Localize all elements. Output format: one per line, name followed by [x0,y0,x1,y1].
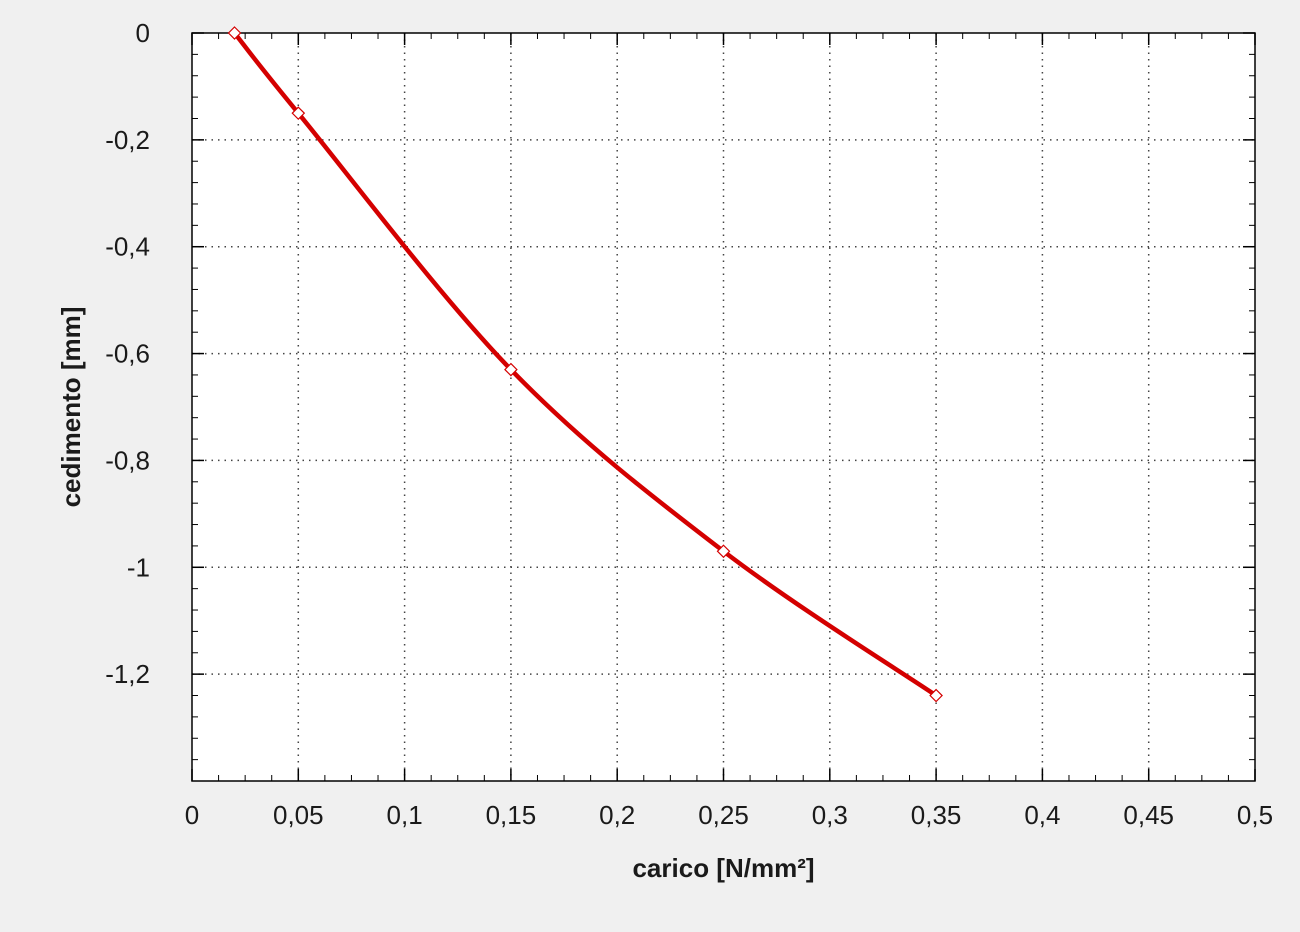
x-tick-label: 0,15 [486,800,537,830]
data-point-marker [227,26,242,40]
data-point-marker [929,688,943,703]
plot-area [192,33,1255,781]
x-tick-label: 0,4 [1024,800,1060,830]
plot-frame [191,32,1256,782]
y-tick-label: -0,2 [105,125,150,155]
axes [191,32,1256,782]
data-point-marker [504,362,518,377]
x-axis-title: carico [N/mm²] [632,853,814,883]
data-point-marker [291,106,306,120]
y-tick-labels: 0 -0,2 -0,4 -0,6 -0,8 -1 -1,2 [105,18,150,689]
y-tick-label: -1,2 [105,659,150,689]
y-tick-label: 0 [136,18,150,48]
y-axis-title: cedimento [mm] [56,307,86,508]
tick-marks [191,32,1256,781]
series [227,26,943,703]
x-tick-label: 0,2 [599,800,635,830]
x-tick-label: 0,45 [1123,800,1174,830]
grid-lines [192,33,1255,781]
x-tick-label: 0,5 [1237,800,1273,830]
y-tick-label: -0,4 [105,232,150,262]
y-tick-label: -0,8 [105,445,150,475]
x-tick-label: 0,1 [387,800,423,830]
x-tick-label: 0,35 [911,800,962,830]
data-point-marker [716,544,731,559]
x-tick-label: 0,3 [812,800,848,830]
y-tick-label: -0,6 [105,339,150,369]
x-tick-label: 0 [185,800,199,830]
x-tick-label: 0,05 [273,800,324,830]
x-tick-labels: 0 0,05 0,1 0,15 0,2 0,25 0,3 0,35 0,4 0,45 0,5 [185,800,1273,830]
y-tick-label: -1 [127,552,150,582]
x-tick-label: 0,25 [698,800,749,830]
